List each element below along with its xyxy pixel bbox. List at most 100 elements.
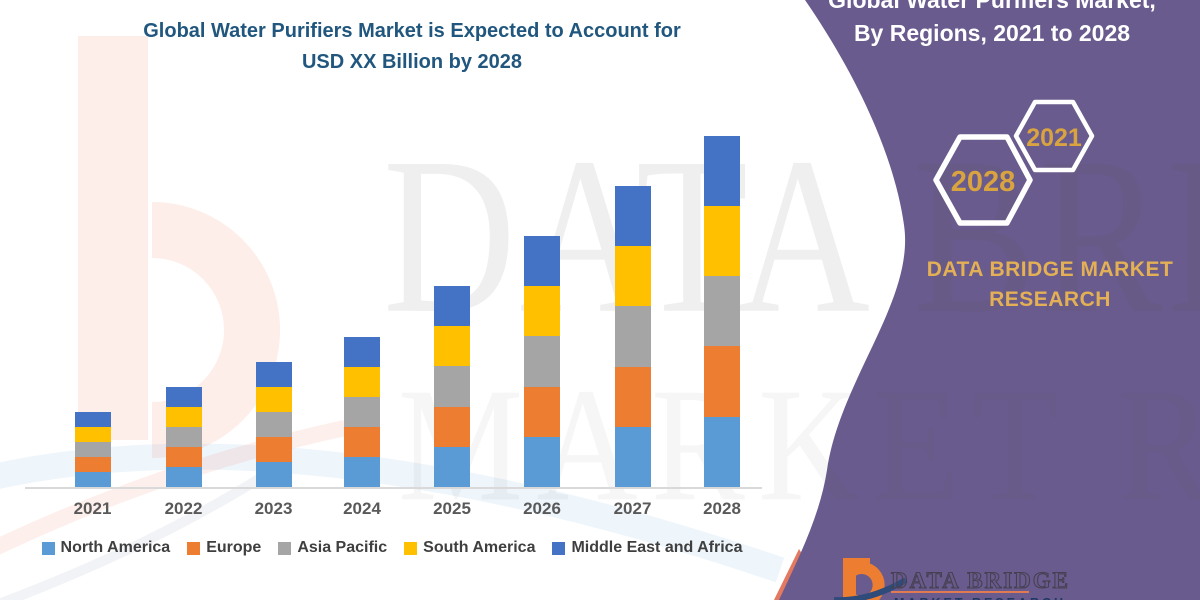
bar-segment-2026-north-america — [524, 436, 560, 487]
legend-item-europe: Europe — [187, 539, 261, 557]
bar-segment-2023-south-america — [255, 386, 292, 412]
footer-logo-b-stem — [843, 558, 856, 598]
bar-segment-2024-europe — [344, 426, 380, 457]
x-axis-label-2026: 2026 — [523, 499, 561, 518]
footer-logo-wordmark: DATA BRIDGE — [890, 567, 1070, 593]
legend-swatch — [278, 541, 292, 555]
bar-segment-2028-south-america — [704, 205, 740, 277]
bar-segment-2027-south-america — [614, 246, 651, 307]
legend-swatch — [41, 541, 55, 555]
bar-segment-2023-middle-east-and-africa — [255, 361, 292, 387]
footer-logo-subtext: MARKET RESEARCH — [894, 596, 1066, 600]
bar-segment-2021-north-america — [74, 471, 111, 487]
side-panel-title-line1: Global Water Purifiers Market, — [828, 0, 1156, 13]
footer-logo-underline — [891, 591, 1029, 593]
bar-segment-2022-north-america — [165, 466, 202, 487]
watermark-swoosh-blue — [0, 443, 785, 583]
legend-label: Asia Pacific — [297, 539, 388, 556]
bar-segment-2025-middle-east-and-africa — [434, 286, 470, 327]
legend-swatch — [404, 541, 418, 555]
bar-segment-2023-asia-pacific — [255, 411, 292, 437]
panel-brand-line1: DATA BRIDGE MARKET — [926, 258, 1174, 281]
x-axis-line — [25, 487, 762, 489]
bar-segment-2022-asia-pacific — [165, 426, 202, 447]
bar-segment-2021-middle-east-and-africa — [74, 411, 111, 427]
x-axis-label-2021: 2021 — [73, 499, 112, 518]
bar-segment-2025-asia-pacific — [434, 366, 470, 407]
bar-segment-2024-asia-pacific — [344, 396, 380, 427]
bar-segment-2026-europe — [524, 386, 560, 437]
watermark-b-stem — [78, 36, 148, 440]
bar-segment-2021-asia-pacific — [74, 441, 111, 457]
hexagon-2028-label: 2028 — [951, 166, 1016, 198]
bar-segment-2026-middle-east-and-africa — [524, 236, 560, 287]
chart-title-line1: Global Water Purifiers Market is Expecte… — [143, 20, 681, 42]
legend-label: North America — [60, 539, 171, 556]
bar-2024 — [344, 336, 380, 487]
hexagon-2028 — [933, 134, 1033, 226]
bar-segment-2021-europe — [74, 456, 111, 472]
footer-logo-b-bowl — [848, 562, 885, 600]
legend: North America Europe Asia Pacific South Ame… — [20, 539, 764, 557]
hexagon-2021-label: 2021 — [1026, 124, 1082, 152]
panel-brand-line2: RESEARCH — [989, 288, 1111, 311]
x-axis-label-2022: 2022 — [164, 499, 203, 518]
bar-2021 — [74, 411, 111, 487]
bar-segment-2024-north-america — [344, 456, 380, 487]
legend-label: Europe — [206, 539, 262, 556]
bar-segment-2022-middle-east-and-africa — [165, 386, 202, 407]
chart-title-line2: USD XX Billion by 2028 — [301, 51, 523, 73]
x-axis-label-2025: 2025 — [433, 499, 471, 518]
bar-segment-2026-asia-pacific — [524, 336, 560, 387]
bar-segment-2023-europe — [255, 436, 292, 462]
bar-2028 — [704, 135, 740, 487]
x-axis-label-2024: 2024 — [343, 499, 381, 518]
bar-segment-2027-middle-east-and-africa — [614, 186, 651, 247]
bar-segment-2028-asia-pacific — [704, 276, 740, 347]
legend-item-south-america: South America — [404, 539, 535, 557]
bar-segment-2023-north-america — [255, 461, 292, 487]
bar-segment-2021-south-america — [74, 426, 111, 442]
bar-segment-2024-middle-east-and-africa — [344, 336, 380, 367]
panel-purple-shape — [779, 0, 1200, 600]
side-panel-title: Global Water Purifiers Market, By Region… — [812, 0, 1172, 50]
bar-segment-2022-south-america — [165, 406, 202, 427]
legend-item-middle-east-and-africa: Middle East and Africa — [552, 539, 742, 557]
bar-segment-2026-south-america — [524, 286, 560, 337]
x-axis-label-2028: 2028 — [703, 499, 741, 518]
legend-label: South America — [423, 539, 536, 556]
watermark-swoosh-pink — [0, 420, 347, 555]
bar-segment-2027-europe — [614, 366, 651, 427]
bar-segment-2025-north-america — [434, 446, 470, 487]
hexagon-2021 — [1013, 99, 1095, 173]
legend-swatch — [187, 541, 201, 555]
legend-label: Middle East and Africa — [571, 539, 743, 556]
panel-brand-text: DATA BRIDGE MARKET RESEARCH — [924, 255, 1176, 315]
footer-logo-b-hook — [843, 558, 870, 568]
bar-segment-2025-europe — [434, 406, 470, 447]
bar-2022 — [165, 386, 202, 487]
side-panel-title-line2: By Regions, 2021 to 2028 — [853, 20, 1131, 46]
legend-item-north-america: North America — [41, 539, 171, 557]
bar-segment-2022-europe — [165, 446, 202, 467]
bar-segment-2024-south-america — [344, 366, 380, 397]
watermark-ring-arc — [0, 470, 268, 600]
bar-segment-2027-north-america — [614, 426, 651, 487]
bar-2023 — [255, 361, 292, 487]
x-axis-label-2023: 2023 — [254, 499, 293, 518]
bar-segment-2028-europe — [704, 346, 740, 417]
bar-2027 — [614, 186, 651, 487]
legend-swatch — [552, 541, 566, 555]
bar-segment-2025-south-america — [434, 326, 470, 367]
bar-segment-2028-middle-east-and-africa — [704, 135, 740, 206]
bar-2026 — [524, 236, 560, 487]
x-axis-label-2027: 2027 — [613, 499, 652, 518]
bar-2025 — [434, 286, 470, 487]
legend-item-asia-pacific: Asia Pacific — [278, 539, 387, 557]
chart-title: Global Water Purifiers Market is Expecte… — [62, 16, 762, 78]
